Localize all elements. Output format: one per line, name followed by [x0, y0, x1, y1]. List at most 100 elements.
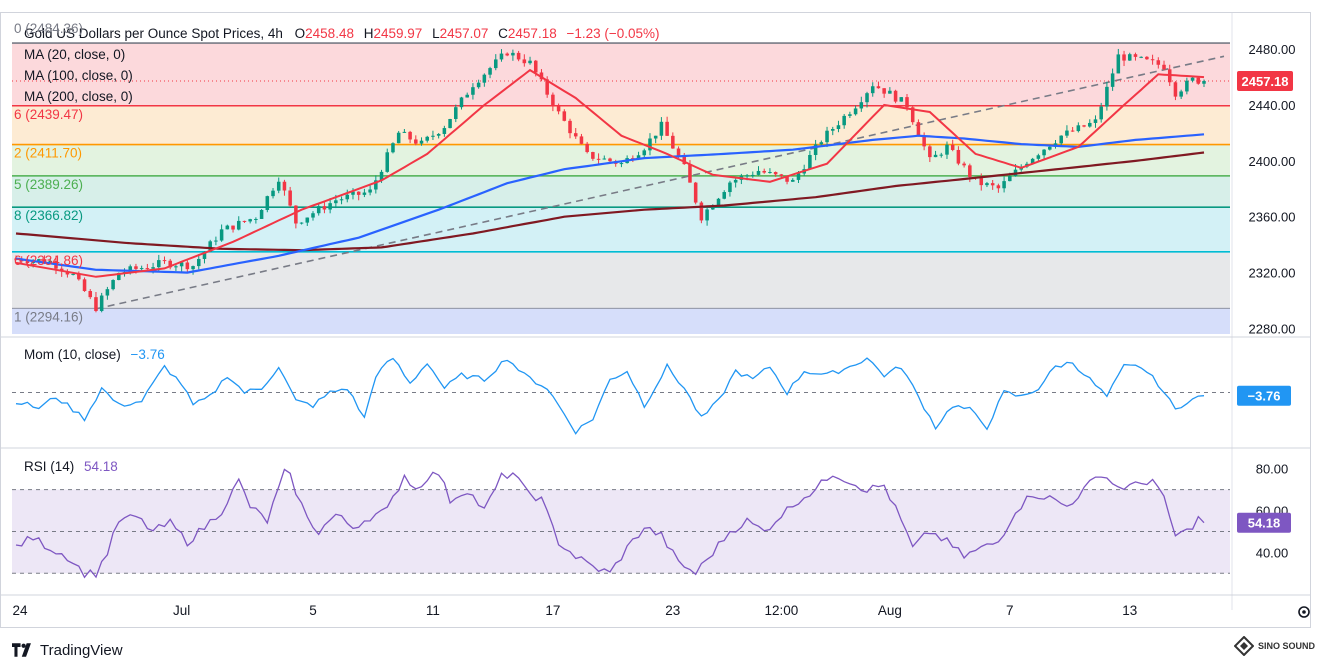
candle-body: [94, 297, 98, 311]
price-tick-label: 2320.00: [1249, 266, 1296, 281]
candle-body: [545, 79, 549, 95]
candle-body: [928, 146, 932, 158]
candle-body: [511, 52, 515, 56]
candle-body: [562, 111, 567, 121]
candle-body: [699, 202, 704, 221]
candle-body: [1127, 54, 1132, 61]
candle-body: [374, 180, 378, 190]
candle-body: [117, 272, 121, 281]
candle-body: [157, 260, 161, 268]
candle-body: [334, 200, 338, 204]
candle-body: [956, 149, 961, 164]
time-tick-label: 17: [545, 603, 560, 618]
candle-body: [214, 240, 218, 242]
candle-body: [316, 206, 321, 214]
fib-label: 0 (2484.36): [14, 21, 83, 36]
candle-body: [722, 192, 727, 199]
candle-body: [236, 220, 241, 230]
candle-body: [1190, 77, 1195, 81]
candle-body: [573, 133, 578, 137]
candle-body: [139, 268, 144, 270]
candle-body: [608, 158, 612, 162]
candle-body: [962, 163, 966, 166]
price-tick-label: 2280.00: [1249, 321, 1296, 336]
price-tick-label: 2400.00: [1249, 154, 1296, 169]
candle-body: [179, 262, 184, 267]
candle-body: [414, 139, 418, 144]
svg-text:Gold US Dollars per Ounce Spot: Gold US Dollars per Ounce Spot Prices, 4…: [24, 26, 660, 41]
footer-brand[interactable]: TradingView: [12, 638, 123, 662]
time-tick-label: 11: [426, 603, 440, 618]
candle-body: [454, 107, 458, 120]
candle-body: [482, 74, 487, 83]
fib-zone: [12, 43, 1230, 106]
candle-body: [602, 158, 607, 160]
svg-text:2457.18: 2457.18: [1242, 74, 1289, 89]
candle-body: [282, 181, 287, 191]
candle-body: [676, 148, 681, 157]
candle-body: [259, 209, 264, 219]
candle-body: [1202, 81, 1206, 84]
candle-body: [145, 268, 150, 270]
candle-body: [596, 158, 601, 160]
momentum-pane: [12, 357, 1230, 435]
candle-body: [339, 199, 344, 201]
watermark: SINO SOUND: [1233, 636, 1315, 656]
trendline[interactable]: [12, 55, 1230, 310]
candle-body: [1048, 146, 1052, 150]
settings-gear-icon[interactable]: [1298, 606, 1310, 618]
candle-body: [111, 280, 115, 290]
candle-body: [796, 173, 801, 180]
candle-body: [819, 142, 824, 145]
last-price-tag: 2457.18: [1237, 71, 1293, 92]
candle-body: [65, 271, 70, 275]
candle-body: [591, 152, 595, 159]
candle-body: [185, 262, 190, 270]
candle-body: [345, 194, 350, 200]
candle-body: [248, 219, 252, 222]
time-tick-label: 12:00: [764, 603, 798, 618]
momentum-legend: Mom (10, close) −3.76: [24, 347, 165, 362]
candle-body: [82, 279, 87, 292]
candle-body: [1030, 158, 1035, 164]
trendline-line: [95, 55, 1225, 310]
candle-body: [899, 97, 904, 102]
time-tick-label: 13: [1122, 603, 1137, 618]
price-tick-label: 2480.00: [1249, 42, 1296, 57]
momentum-value: −3.76: [131, 347, 165, 362]
diamond-logo-icon: [1233, 636, 1254, 656]
candle-body: [910, 107, 915, 123]
candle-body: [659, 121, 664, 136]
change-value: −1.23 (−0.05%): [566, 26, 659, 41]
candle-body: [1110, 73, 1115, 87]
candle-body: [105, 289, 110, 296]
candle-body: [1087, 122, 1092, 127]
svg-text:−3.76: −3.76: [1248, 389, 1281, 404]
brand-name: TradingView: [40, 641, 123, 659]
candle-body: [174, 266, 178, 268]
low-value: 2457.07: [440, 26, 489, 41]
candle-body: [1099, 106, 1103, 120]
momentum-line: [15, 357, 1205, 435]
candle-body: [368, 189, 372, 193]
time-axis[interactable]: 24 Jul 5 11 17 23 12:00 Aug 7 13: [12, 603, 1137, 618]
rsi-value: 54.18: [84, 459, 118, 474]
candle-body: [1145, 56, 1149, 60]
chart-title: Gold US Dollars per Ounce Spot Prices, 4…: [24, 26, 283, 41]
fib-label: 6 (2334.86): [14, 253, 83, 268]
candle-body: [488, 68, 492, 75]
candle-body: [522, 59, 527, 64]
candle-body: [134, 266, 138, 269]
candle-body: [265, 196, 270, 210]
candle-body: [870, 86, 875, 94]
candle-body: [242, 220, 247, 222]
price-tick-label: 2360.00: [1249, 210, 1296, 225]
candle-body: [551, 94, 555, 107]
candle-body: [1122, 54, 1126, 61]
candle-body: [585, 143, 589, 153]
candle-body: [728, 182, 732, 193]
momentum-tag: −3.76: [1237, 385, 1291, 406]
candle-body: [219, 229, 224, 241]
candle-body: [356, 191, 361, 195]
price-axis[interactable]: 2480.002440.002400.002360.002320.002280.…: [0, 12, 1311, 628]
